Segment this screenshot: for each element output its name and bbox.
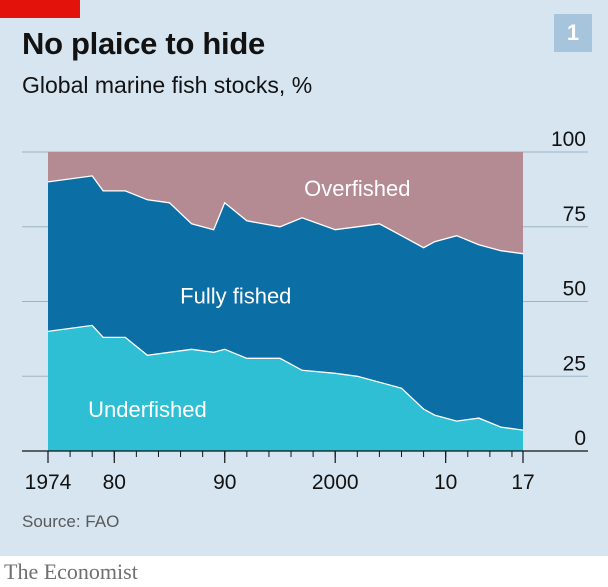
x-tick-label-2000: 2000 — [312, 471, 359, 494]
y-tick-label-50: 50 — [563, 278, 586, 301]
footer-bar: The Economist — [0, 556, 608, 587]
area-label-underfished: Underfished — [88, 397, 207, 422]
x-tick-label-2017: 17 — [511, 471, 534, 494]
y-tick-label-0: 0 — [574, 427, 586, 450]
x-tick-label-1990: 90 — [213, 471, 236, 494]
source-note: Source: FAO — [22, 512, 120, 531]
chart-subtitle: Global marine fish stocks, % — [22, 72, 313, 98]
y-tick-label-100: 100 — [551, 128, 586, 151]
x-tick-label-1974: 1974 — [25, 471, 72, 494]
area-fully-fished — [48, 175, 523, 431]
area-underfished — [48, 325, 523, 451]
chart-number-badge: 1 — [554, 14, 592, 52]
y-tick-label-25: 25 — [563, 352, 586, 375]
brand-red-tag — [0, 0, 80, 18]
y-tick-label-75: 75 — [563, 203, 586, 226]
chart-title: No plaice to hide — [22, 26, 265, 61]
x-tick-label-2010: 10 — [434, 471, 457, 494]
area-label-overfished: Overfished — [304, 176, 410, 201]
area-label-fully-fished: Fully fished — [180, 284, 291, 309]
boundary-line-fully-fished — [47, 175, 524, 255]
brand-logo-text: The Economist — [4, 559, 138, 584]
area-overfished — [48, 152, 523, 254]
boundary-line-underfished — [47, 324, 524, 431]
x-tick-label-1980: 80 — [103, 471, 126, 494]
